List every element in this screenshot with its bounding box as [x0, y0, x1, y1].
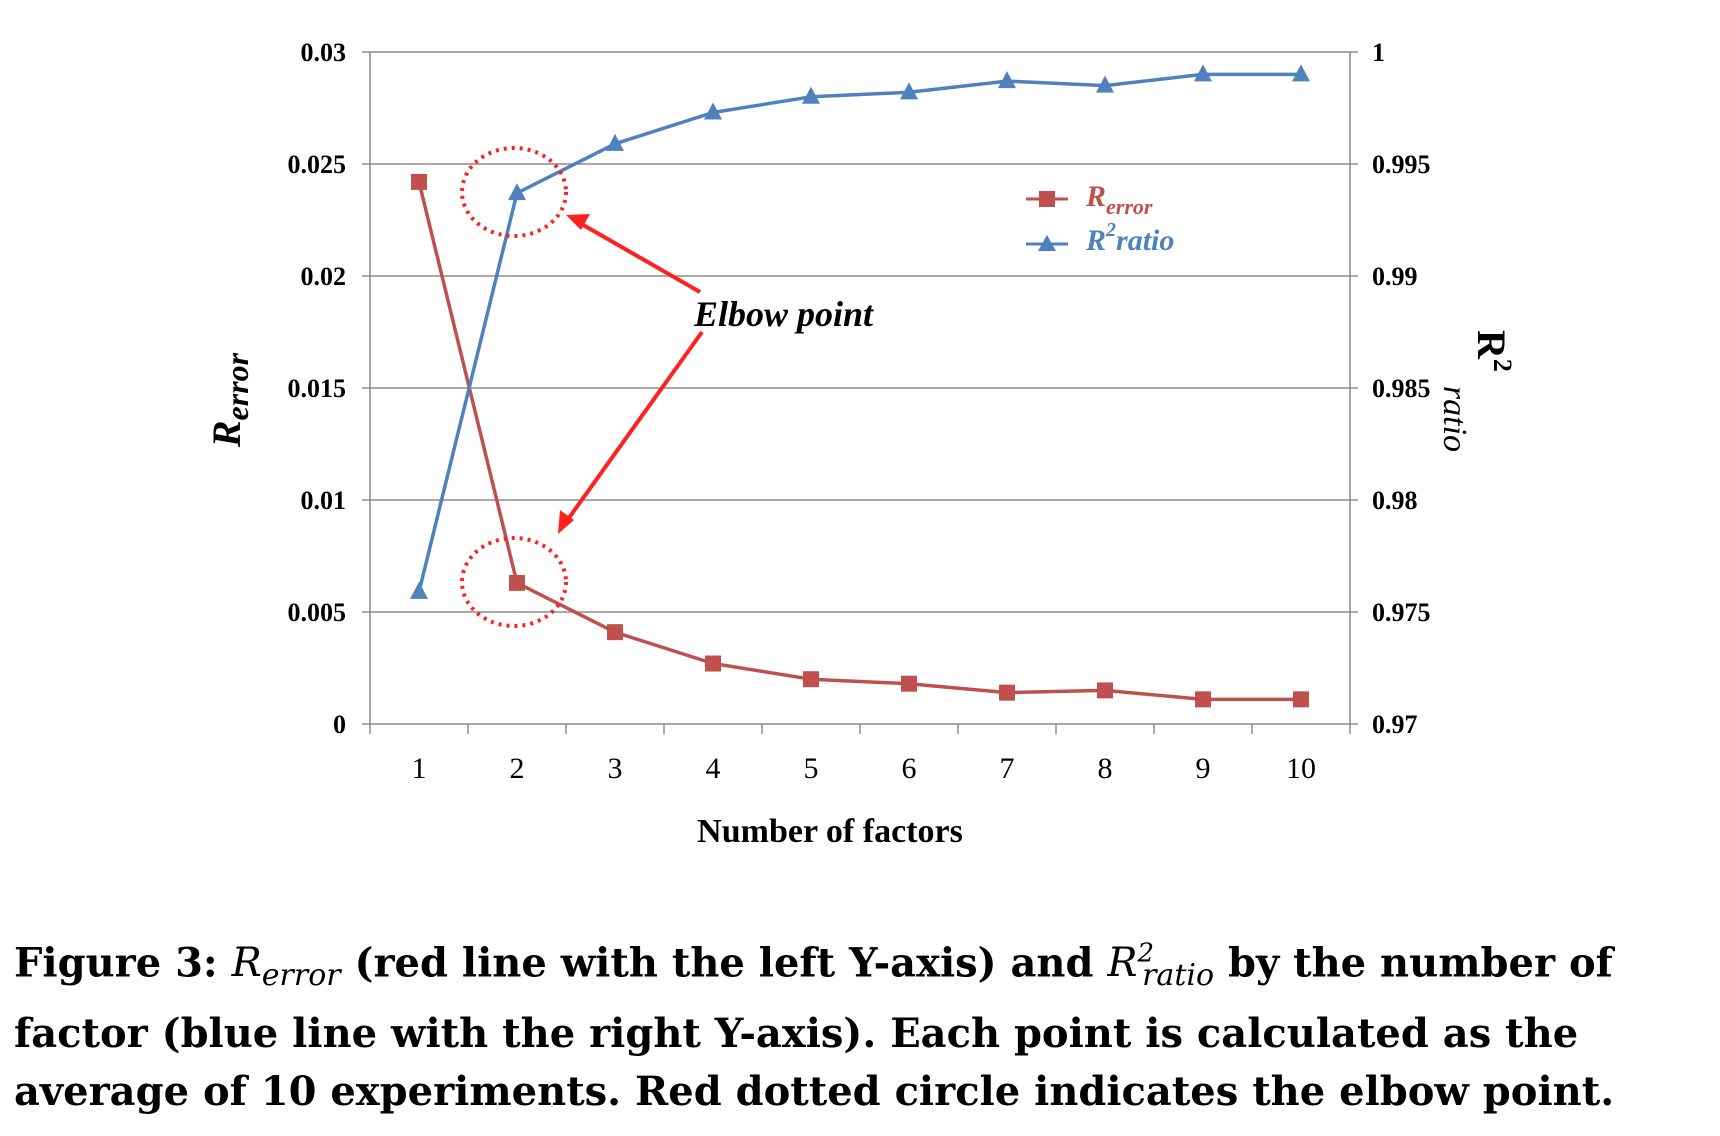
- legend-item-r2ratio: R2ratio: [1026, 219, 1174, 257]
- right-y-tick-label: 0.985: [1372, 374, 1431, 403]
- right-y-tick-label: 0.98: [1372, 486, 1418, 515]
- left-y-tick-label: 0.03: [301, 38, 347, 67]
- elbow-arrow-lower: [564, 330, 704, 524]
- right-y-tick-label: 0.99: [1372, 262, 1418, 291]
- data-point-square: [1097, 682, 1113, 699]
- x-tick-label: 2: [510, 752, 525, 785]
- data-point-triangle: [1194, 64, 1212, 82]
- series-layer: [410, 64, 1310, 708]
- series-line: [417, 181, 1301, 702]
- data-point-triangle: [1292, 64, 1310, 82]
- data-point-triangle: [704, 102, 722, 120]
- data-point-square: [999, 684, 1015, 701]
- svg-text:R2ratio: R2ratio: [1085, 219, 1174, 257]
- elbow-annotation: Elbow point: [460, 146, 874, 628]
- x-axis-title: Number of factors: [697, 813, 963, 850]
- data-point-square: [607, 624, 623, 641]
- series-line: [417, 72, 1301, 593]
- caption-text-2: by the number of factor (blue line with …: [14, 939, 1615, 1116]
- elbow-point-label: Elbow point: [693, 294, 874, 334]
- data-point-square: [1195, 691, 1211, 708]
- right-y-tick-label: 1: [1372, 38, 1385, 67]
- right-y-tick-label: 0.97: [1372, 710, 1418, 739]
- caption-r2-ratio: R2ratio: [1107, 939, 1215, 994]
- x-tick-label: 10: [1286, 752, 1316, 785]
- x-tick-label: 6: [902, 752, 917, 785]
- data-point-triangle: [998, 71, 1016, 89]
- data-point-square: [803, 671, 819, 688]
- x-tick-label: 7: [1000, 752, 1015, 785]
- left-y-axis-title: Rerror: [204, 352, 255, 448]
- right-y-axis-title: R2ratio: [1436, 330, 1517, 452]
- left-y-tick-label: 0.005: [288, 598, 347, 627]
- x-tick-label: 4: [706, 752, 721, 785]
- right-y-tick-label: 0.975: [1372, 598, 1431, 627]
- data-point-triangle: [410, 581, 428, 599]
- elbow-circle-lower: [460, 536, 568, 628]
- right-y-tick-label: 0.995: [1372, 150, 1431, 179]
- series-rerror: [411, 173, 1309, 708]
- left-y-tick-label: 0.025: [288, 150, 347, 179]
- x-tick-label: 5: [804, 752, 819, 785]
- x-tick-label: 9: [1196, 752, 1211, 785]
- data-point-square: [901, 675, 917, 692]
- left-y-tick-label: 0: [333, 710, 346, 739]
- figure-caption: Figure 3: Rerror (red line with the left…: [14, 925, 1704, 1121]
- series-r2ratio: [410, 64, 1310, 599]
- left-y-tick-label: 0.02: [301, 262, 347, 291]
- legend-item-rerror: Rerror: [1026, 180, 1153, 219]
- caption-label: Figure 3:: [14, 939, 218, 987]
- elbow-arrowhead-upper: [566, 214, 590, 230]
- caption-r-error: Rerror: [231, 940, 341, 994]
- elbow-arrow-upper: [577, 220, 701, 294]
- x-tick-label: 8: [1098, 752, 1113, 785]
- right-y-axis-ticks: 0.97 0.975 0.98 0.985 0.99 0.995 1: [1372, 38, 1431, 739]
- data-point-triangle: [606, 133, 624, 151]
- data-point-triangle: [802, 86, 820, 104]
- svg-text:Rerror: Rerror: [1085, 180, 1153, 219]
- caption-text-1: (red line with the left Y-axis) and: [354, 939, 1094, 987]
- elbow-circle-upper: [460, 146, 568, 238]
- x-tick-label: 3: [608, 752, 623, 785]
- data-point-triangle: [1096, 75, 1114, 93]
- x-tick-label: 1: [412, 752, 427, 785]
- data-point-square: [411, 173, 427, 190]
- legend: Rerror R2ratio: [1026, 180, 1174, 257]
- gridlines: [370, 51, 1350, 613]
- data-point-triangle: [508, 183, 526, 201]
- left-y-axis-ticks: 0 0.005 0.01 0.015 0.02 0.025 0.03: [288, 38, 347, 739]
- data-point-triangle: [900, 82, 918, 100]
- left-y-tick-label: 0.015: [288, 374, 347, 403]
- data-point-square: [1293, 691, 1309, 708]
- data-point-square: [509, 574, 525, 591]
- x-axis-ticks: 1 2 3 4 5 6 7 8 9 10: [412, 752, 1317, 785]
- left-y-tick-label: 0.01: [301, 486, 347, 515]
- axes: [362, 51, 1358, 734]
- data-point-square: [705, 655, 721, 672]
- elbow-arrowhead-lower: [558, 510, 574, 534]
